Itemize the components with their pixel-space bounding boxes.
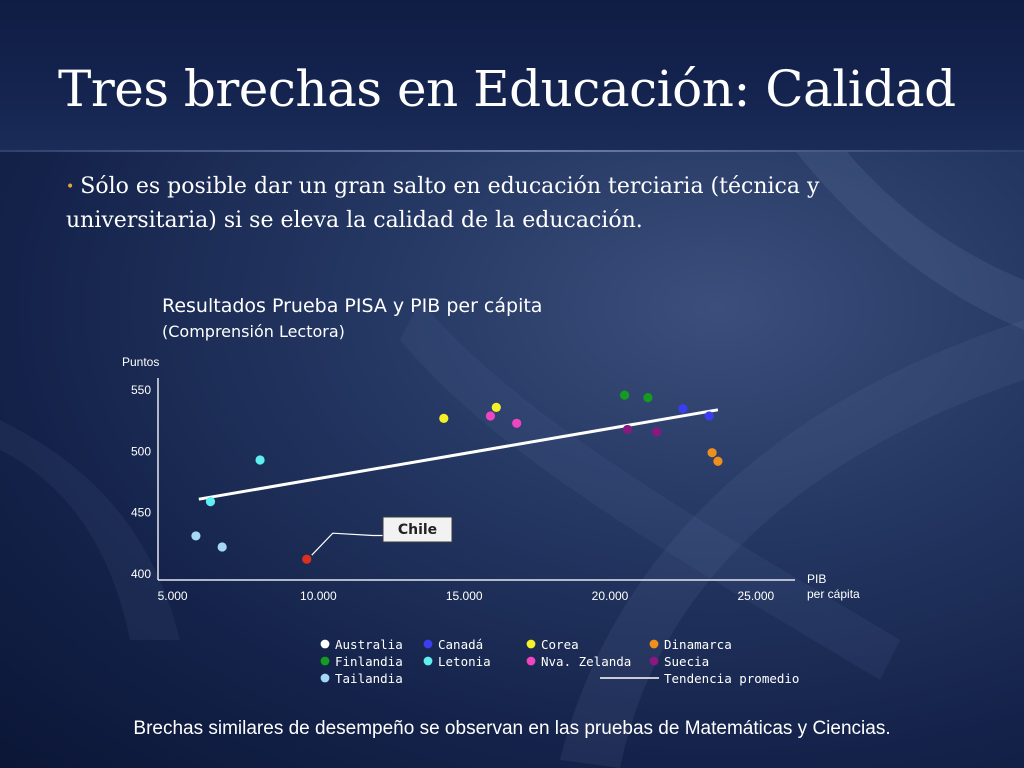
legend-label: Suecia xyxy=(664,654,709,669)
x-tick-label: 10.000 xyxy=(300,589,337,603)
data-point-suecia xyxy=(622,424,633,435)
data-point-canad- xyxy=(678,404,688,414)
data-point-nva-zelanda xyxy=(485,411,496,421)
y-tick-label: 400 xyxy=(131,567,151,581)
legend-label: Finlandia xyxy=(335,654,403,669)
legend-label: Dinamarca xyxy=(664,637,732,652)
slide-title: Tres brechas en Educación: Calidad xyxy=(58,60,956,118)
legend-label: Canadá xyxy=(438,637,483,652)
y-axis-label: Puntos xyxy=(122,355,159,369)
x-tick-label: 15.000 xyxy=(446,589,483,603)
data-point-finlandia xyxy=(620,390,630,400)
x-axis-label-line1: PIB xyxy=(807,572,826,586)
legend-label: Corea xyxy=(541,637,579,652)
annotation-label: Chile xyxy=(398,522,437,538)
y-tick-label: 550 xyxy=(131,383,151,397)
data-point-tailandia xyxy=(217,542,227,552)
legend-label: Australia xyxy=(335,637,403,652)
bullet-text-content: Sólo es posible dar un gran salto en edu… xyxy=(66,174,820,233)
y-tick-label: 500 xyxy=(131,444,151,458)
annotation-leader-line xyxy=(311,532,383,556)
chart-title: Resultados Prueba PISA y PIB per cápita xyxy=(162,295,542,317)
legend-marker xyxy=(423,639,433,649)
data-point-chile xyxy=(302,554,312,564)
legend-marker xyxy=(526,656,536,666)
legend-marker xyxy=(320,656,330,666)
data-point-nva-zelanda xyxy=(512,418,522,428)
legend-label: Nva. Zelanda xyxy=(541,654,631,669)
data-point-canad- xyxy=(704,411,714,421)
legend-marker xyxy=(320,639,330,649)
data-point-corea xyxy=(439,413,449,423)
legend-marker xyxy=(320,673,330,683)
x-tick-label: 25.000 xyxy=(737,589,774,603)
legend-label: Letonia xyxy=(438,654,491,669)
x-axis-label-line2: per cápita xyxy=(807,587,860,601)
x-tick-label: 5.000 xyxy=(158,589,188,603)
data-point-dinamarca xyxy=(713,456,723,466)
footer-note: Brechas similares de desempeño se observ… xyxy=(133,718,891,739)
x-tick-label: 20.000 xyxy=(592,589,629,603)
legend-marker xyxy=(423,656,433,666)
data-point-suecia xyxy=(652,427,662,437)
legend-marker xyxy=(526,639,536,649)
title-band xyxy=(0,0,1024,152)
trend-line xyxy=(198,408,719,501)
legend-trend-label: Tendencia promedio xyxy=(664,671,799,686)
data-point-tailandia xyxy=(191,531,201,541)
chart-subtitle: (Comprensión Lectora) xyxy=(162,322,345,341)
legend-marker xyxy=(649,656,659,666)
data-point-corea xyxy=(491,402,501,412)
legend-marker xyxy=(649,639,659,649)
y-tick-label: 450 xyxy=(131,506,151,520)
data-point-letonia xyxy=(255,455,265,465)
data-point-letonia xyxy=(205,497,216,507)
bullet-text: • Sólo es posible dar un gran salto en ed… xyxy=(66,170,896,237)
data-point-dinamarca xyxy=(707,448,717,458)
legend-label: Tailandia xyxy=(335,671,403,686)
bullet-icon: • xyxy=(66,178,75,195)
data-point-finlandia xyxy=(643,392,653,403)
annotation-box xyxy=(382,516,453,543)
